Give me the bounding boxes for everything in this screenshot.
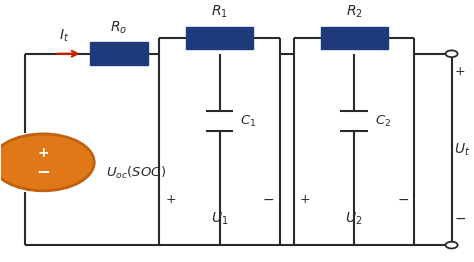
Text: $R_o$: $R_o$ — [110, 20, 127, 36]
Text: −: − — [263, 193, 274, 207]
Text: +: + — [165, 193, 176, 206]
Bar — [321, 27, 388, 49]
Text: $U_t$: $U_t$ — [454, 141, 470, 158]
Text: −: − — [454, 212, 466, 226]
Text: +: + — [455, 65, 465, 78]
Text: $C_1$: $C_1$ — [240, 113, 256, 129]
Text: $U_2$: $U_2$ — [346, 211, 363, 227]
Circle shape — [0, 134, 94, 191]
Text: −: − — [397, 193, 409, 207]
Text: −: − — [36, 162, 50, 181]
Text: $R_1$: $R_1$ — [211, 3, 228, 20]
Bar — [186, 27, 253, 49]
Text: +: + — [37, 146, 49, 160]
Text: $C_2$: $C_2$ — [375, 113, 391, 129]
Text: $U_{oc}(SOC)$: $U_{oc}(SOC)$ — [106, 165, 166, 181]
Text: $I_t$: $I_t$ — [59, 28, 69, 44]
Circle shape — [446, 242, 457, 248]
Text: $U_1$: $U_1$ — [211, 211, 228, 227]
Bar — [90, 42, 147, 66]
Text: +: + — [300, 193, 310, 206]
Text: $R_2$: $R_2$ — [346, 3, 363, 20]
Circle shape — [446, 50, 457, 57]
